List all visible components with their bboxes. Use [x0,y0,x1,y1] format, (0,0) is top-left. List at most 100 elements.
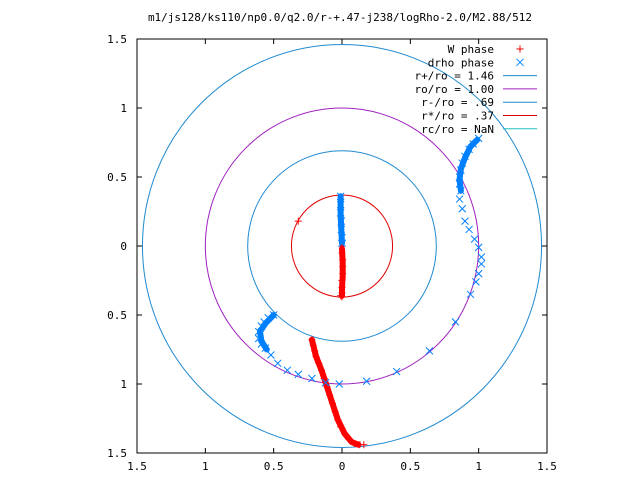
dense-phase-segments [257,136,481,448]
point-1-26 [466,290,475,299]
point-1-18 [461,217,469,226]
point-1-27 [451,318,460,326]
y-tick-label: 0.5 [107,309,127,322]
point-0-16 [318,366,325,374]
point-0-10 [337,292,345,300]
point-0-22 [334,416,342,424]
point-0-11 [308,336,316,344]
x-tick-label: 1 [202,460,209,473]
legend-label-series-0: W phase [448,43,494,56]
point-1-16 [455,195,464,203]
point-0-7 [338,249,346,257]
y-tick-label: 1 [120,378,127,391]
point-1-35 [283,366,292,375]
point-0-6 [339,256,347,264]
legend-label-circle-1: ro/ro = 1.00 [415,83,494,96]
point-0-5 [339,263,347,271]
legend-label-circle-4: rc/ro = NaN [421,123,494,136]
point-1-25 [472,278,480,286]
point-1-39 [257,340,266,348]
point-0-4 [339,270,347,278]
x-tick-label: 0 [339,460,346,473]
point-1-1 [336,200,345,209]
data-points [254,134,486,449]
point-1-28 [425,347,434,355]
point-1-22 [477,253,486,261]
point-1-8 [455,180,464,188]
point-1-32 [321,378,330,387]
point-0-15 [315,359,323,367]
point-1-9 [455,173,464,181]
y-tick-label: 1 [120,102,127,115]
dense-segment-4 [257,312,277,353]
x-tick-label: 1.5 [127,460,147,473]
dense-segment-3 [456,136,481,194]
point-0-26 [350,439,358,447]
point-0-0 [294,217,302,225]
dense-segment-0 [308,336,362,448]
point-1-19 [465,225,473,234]
point-1-42 [257,322,266,330]
point-1-17 [458,204,467,213]
point-0-19 [326,391,334,399]
x-tick-label: 0.5 [264,460,284,473]
point-0-24 [341,430,349,438]
point-1-36 [273,359,282,368]
y-tick-label: 1.5 [107,447,127,460]
y-tick-label: 0 [120,240,127,253]
point-1-31 [335,380,344,388]
point-1-40 [254,334,263,343]
chart-title: m1/js128/ks110/np0.0/q2.0/r-+.47-j238/lo… [148,11,532,24]
y-tick-label: 0.5 [107,171,127,184]
point-1-21 [474,243,483,252]
point-0-28 [360,441,368,449]
legend-marker-series-0 [516,45,524,53]
point-1-44 [264,313,273,322]
legend-label-series-1: drho phase [428,56,494,69]
x-tick-label: 0.5 [400,460,420,473]
point-1-30 [362,377,371,386]
point-0-20 [328,399,336,407]
point-0-13 [311,347,319,355]
point-1-0 [336,192,345,201]
point-0-14 [312,352,320,360]
point-1-37 [267,351,275,359]
reference-circle-1 [204,107,480,385]
point-1-2 [336,209,345,217]
legend-label-circle-2: r-/ro = .69 [421,96,494,109]
x-tick-label: 1.5 [537,460,557,473]
point-1-24 [474,269,483,278]
point-1-33 [308,374,316,383]
point-1-7 [457,186,465,195]
point-1-3 [337,217,346,226]
point-1-45 [269,311,278,319]
point-0-25 [345,435,353,443]
point-1-13 [465,145,473,154]
point-1-15 [474,134,483,143]
reference-circle-2 [247,150,437,342]
point-1-23 [477,260,486,268]
x-tick-label: 1 [475,460,482,473]
point-1-41 [254,327,263,336]
point-1-5 [338,233,346,242]
legend-label-circle-0: r+/ro = 1.46 [415,70,494,83]
point-1-11 [458,159,467,168]
axis-ticks: 1.5 1 0.5 0 0.5 1 1.51.510.500.511.5 [107,33,557,473]
legend-label-circle-3: r*/ro = .37 [421,110,494,123]
point-1-10 [457,166,465,174]
point-0-23 [337,423,345,431]
y-tick-label: 1.5 [107,33,127,46]
legend-marker-series-1 [516,58,524,67]
point-1-20 [470,235,479,243]
point-1-12 [461,152,469,161]
point-1-6 [338,239,346,248]
point-0-21 [331,408,339,416]
reference-circle-0 [141,44,543,448]
point-1-34 [294,370,303,379]
point-1-29 [392,367,401,376]
point-1-4 [337,225,346,234]
point-0-3 [338,277,346,284]
point-0-12 [309,341,317,349]
